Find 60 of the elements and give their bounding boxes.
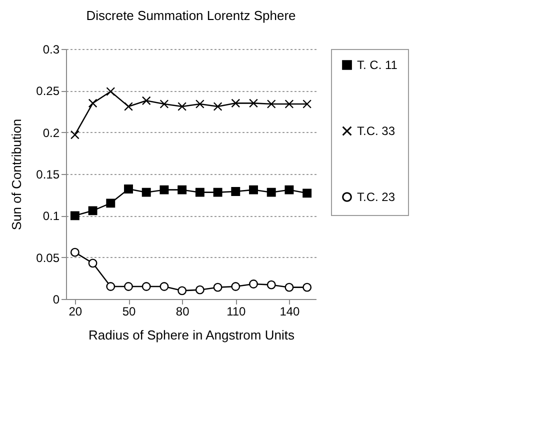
- y-tick-label: 0.05: [36, 250, 60, 265]
- point: [195, 285, 204, 294]
- point: [160, 185, 169, 194]
- point: [106, 87, 116, 96]
- point: [106, 198, 116, 208]
- point: [142, 282, 151, 291]
- point: [88, 258, 98, 268]
- chart-title: Discrete Summation Lorentz Sphere: [86, 8, 296, 23]
- point: [70, 211, 80, 220]
- x-tick-label: 110: [226, 304, 246, 318]
- point: [266, 100, 276, 108]
- point: [249, 280, 258, 288]
- point: [178, 102, 187, 111]
- point: [106, 282, 116, 291]
- legend-label: T.C. 33: [357, 124, 396, 138]
- point: [302, 100, 312, 108]
- x-tick-label: 80: [176, 304, 190, 318]
- point: [213, 188, 222, 197]
- y-axis-title: Sun of Contribution: [9, 118, 24, 230]
- point: [249, 98, 258, 108]
- point: [124, 184, 133, 194]
- point: [213, 102, 222, 111]
- point: [231, 187, 240, 196]
- point: [178, 185, 187, 194]
- point: [231, 282, 240, 291]
- point: [88, 98, 98, 108]
- point: [160, 282, 169, 291]
- point: [70, 130, 80, 140]
- x-tick-label: 50: [122, 304, 136, 318]
- point: [195, 188, 204, 197]
- point: [142, 188, 151, 197]
- x-axis-title: Radius of Sphere in Angstrom Units: [88, 328, 295, 342]
- point: [124, 102, 133, 111]
- legend-label: T.C. 23: [357, 190, 396, 204]
- point: [142, 96, 151, 106]
- point: [231, 98, 240, 108]
- x-tick-label: 20: [68, 304, 82, 318]
- y-tick-label: 0.3: [42, 42, 60, 56]
- point: [249, 185, 258, 194]
- point: [302, 282, 312, 292]
- point: [266, 188, 276, 197]
- y-tick-label: 0: [52, 292, 60, 306]
- point: [302, 188, 312, 198]
- x-tick-label: 140: [280, 304, 300, 318]
- point: [88, 206, 98, 216]
- point: [160, 100, 169, 108]
- y-tick-label: 0.15: [36, 168, 60, 182]
- point: [284, 185, 294, 194]
- legend-label: T. C. 11: [357, 58, 398, 72]
- point: [213, 282, 222, 292]
- point: [70, 248, 80, 257]
- point: [195, 100, 204, 108]
- y-tick-label: 0.1: [42, 209, 60, 224]
- y-tick-label: 0.25: [36, 84, 60, 98]
- point: [266, 280, 276, 290]
- point: [178, 286, 187, 296]
- y-tick-label: 0.2: [42, 126, 60, 140]
- point: [124, 282, 133, 291]
- point: [284, 100, 294, 108]
- point: [284, 282, 294, 292]
